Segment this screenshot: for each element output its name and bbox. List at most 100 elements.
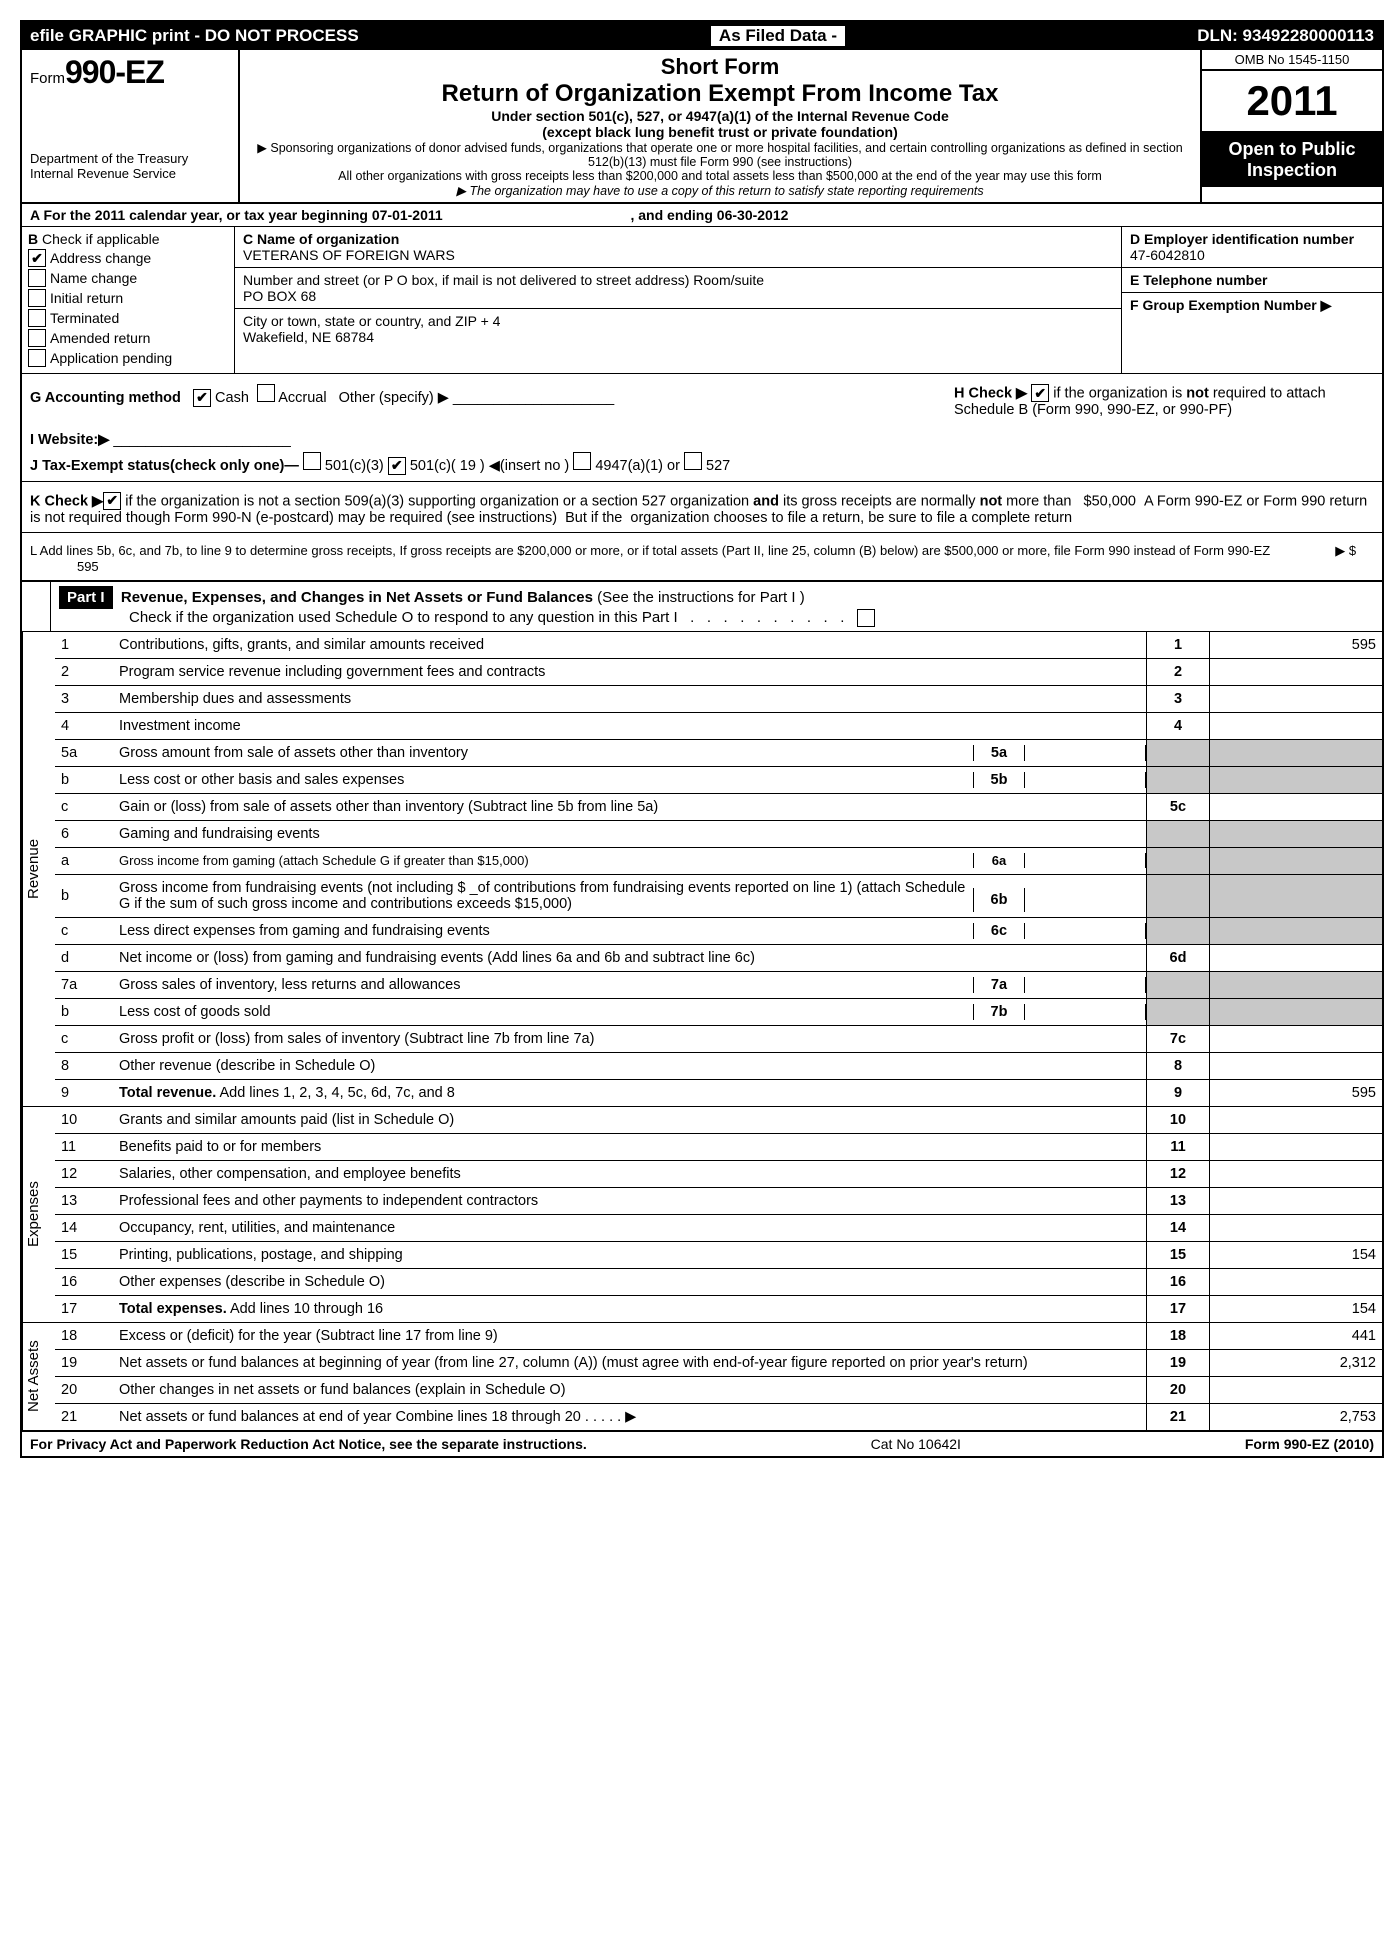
open-to-public: Open to Public Inspection bbox=[1202, 133, 1382, 187]
chk-cash[interactable]: ✔ bbox=[193, 389, 211, 407]
ln17-num: 17 bbox=[55, 1295, 113, 1322]
ln16-val bbox=[1210, 1268, 1383, 1295]
ln16-rn: 16 bbox=[1147, 1268, 1210, 1295]
chk-k[interactable]: ✔ bbox=[103, 492, 121, 510]
row-l: L Add lines 5b, 6c, and 7b, to line 9 to… bbox=[22, 533, 1382, 582]
chk-501c[interactable]: ✔ bbox=[388, 457, 406, 475]
ln5b-mini: 5b bbox=[973, 772, 1025, 788]
dept-treasury: Department of the Treasury bbox=[30, 151, 230, 166]
ln7c-rn: 7c bbox=[1147, 1025, 1210, 1052]
ln6c-mini: 6c bbox=[973, 923, 1025, 939]
ln6c-rn bbox=[1147, 917, 1210, 944]
ln3-num: 3 bbox=[55, 685, 113, 712]
ln5c-rn: 5c bbox=[1147, 793, 1210, 820]
ln10-num: 10 bbox=[55, 1107, 113, 1134]
ln6d-num: d bbox=[55, 944, 113, 971]
row-i: I Website:▶ ______________________ bbox=[30, 432, 1374, 448]
ln15-val: 154 bbox=[1210, 1241, 1383, 1268]
ln6a-text: Gross income from gaming (attach Schedul… bbox=[119, 853, 973, 868]
ln6-val bbox=[1210, 820, 1383, 847]
chk-amended[interactable] bbox=[28, 329, 46, 347]
revenue-side-label: Revenue bbox=[22, 632, 55, 1106]
efile-label: efile GRAPHIC print - DO NOT PROCESS bbox=[30, 26, 359, 46]
ln6b-text: Gross income from fundraising events (no… bbox=[119, 880, 973, 912]
ln6-rn bbox=[1147, 820, 1210, 847]
chk-app-pending[interactable] bbox=[28, 349, 46, 367]
open-line1: Open to Public bbox=[1228, 139, 1355, 159]
as-filed-label: As Filed Data - bbox=[711, 26, 845, 46]
label-org-name: C Name of organization bbox=[243, 231, 1113, 247]
ln6a-mini: 6a bbox=[973, 853, 1025, 868]
ln6-text: Gaming and fundraising events bbox=[113, 820, 1147, 847]
ln21-text: Net assets or fund balances at end of ye… bbox=[113, 1403, 1147, 1430]
row-k: K Check ▶✔ if the organization is not a … bbox=[22, 482, 1382, 533]
ln4-val bbox=[1210, 712, 1383, 739]
top-bar: efile GRAPHIC print - DO NOT PROCESS As … bbox=[22, 22, 1382, 50]
cash-label: Cash bbox=[215, 390, 249, 406]
ln7a-text: Gross sales of inventory, less returns a… bbox=[119, 977, 973, 993]
b-label: B bbox=[28, 231, 38, 247]
chk-initial-return[interactable] bbox=[28, 289, 46, 307]
ln1-val: 595 bbox=[1210, 632, 1383, 659]
ln9-num: 9 bbox=[55, 1079, 113, 1106]
ln21-rn: 21 bbox=[1147, 1403, 1210, 1430]
ln7b-minival bbox=[1025, 1004, 1146, 1020]
ln6b-val bbox=[1210, 874, 1383, 917]
row-a: A For the 2011 calendar year, or tax yea… bbox=[22, 204, 1382, 227]
chk-address-change[interactable]: ✔ bbox=[28, 249, 46, 267]
ln7c-val bbox=[1210, 1025, 1383, 1052]
accrual-label: Accrual bbox=[278, 390, 326, 406]
j-label: J Tax-Exempt status(check only one)— bbox=[30, 458, 299, 474]
ln6a-rn bbox=[1147, 847, 1210, 874]
header-note-1: ▶ Sponsoring organizations of donor advi… bbox=[246, 140, 1194, 169]
footer-right: Form 990-EZ (2010) bbox=[1245, 1436, 1374, 1452]
part1-header-row: Part I Revenue, Expenses, and Changes in… bbox=[22, 582, 1382, 632]
row-a-begin: A For the 2011 calendar year, or tax yea… bbox=[30, 207, 443, 223]
ln20-num: 20 bbox=[55, 1376, 113, 1403]
revenue-table: 1Contributions, gifts, grants, and simil… bbox=[55, 632, 1382, 1106]
ln7a-val bbox=[1210, 971, 1383, 998]
l-text: L Add lines 5b, 6c, and 7b, to line 9 to… bbox=[30, 543, 1270, 558]
ln3-text: Membership dues and assessments bbox=[113, 685, 1147, 712]
netassets-table: 18Excess or (deficit) for the year (Subt… bbox=[55, 1323, 1382, 1430]
header-right: OMB No 1545-1150 2011 Open to Public Ins… bbox=[1200, 50, 1382, 202]
ln12-text: Salaries, other compensation, and employ… bbox=[113, 1160, 1147, 1187]
ln12-val bbox=[1210, 1160, 1383, 1187]
omb-number: OMB No 1545-1150 bbox=[1202, 50, 1382, 71]
ln3-rn: 3 bbox=[1147, 685, 1210, 712]
ln7a-rn bbox=[1147, 971, 1210, 998]
chk-part1-schedo[interactable] bbox=[857, 609, 875, 627]
chk-h[interactable]: ✔ bbox=[1031, 384, 1049, 402]
org-name: VETERANS OF FOREIGN WARS bbox=[243, 247, 1113, 263]
ln7b-rn bbox=[1147, 998, 1210, 1025]
check-if-applicable: Check if applicable bbox=[42, 231, 160, 247]
chk-501c3[interactable] bbox=[303, 452, 321, 470]
ln2-val bbox=[1210, 658, 1383, 685]
ln16-num: 16 bbox=[55, 1268, 113, 1295]
chk-terminated[interactable] bbox=[28, 309, 46, 327]
chk-name-change[interactable] bbox=[28, 269, 46, 287]
part1-title-note: (See the instructions for Part I ) bbox=[597, 589, 805, 606]
revenue-section: Revenue 1Contributions, gifts, grants, a… bbox=[22, 632, 1382, 1106]
initial-return-label: Initial return bbox=[50, 290, 123, 306]
ln14-rn: 14 bbox=[1147, 1214, 1210, 1241]
ln7a-mini: 7a bbox=[973, 977, 1025, 993]
label-city: City or town, state or country, and ZIP … bbox=[243, 313, 1113, 329]
col-c: C Name of organization VETERANS OF FOREI… bbox=[235, 227, 1121, 373]
row-h: H Check ▶ ✔ if the organization is not r… bbox=[954, 384, 1374, 418]
chk-accrual[interactable] bbox=[257, 384, 275, 402]
ln8-num: 8 bbox=[55, 1052, 113, 1079]
ln6a-minival bbox=[1025, 853, 1146, 868]
ln5a-minival bbox=[1025, 745, 1146, 761]
ln5b-val bbox=[1210, 766, 1383, 793]
chk-4947[interactable] bbox=[573, 452, 591, 470]
chk-527[interactable] bbox=[684, 452, 702, 470]
ln12-num: 12 bbox=[55, 1160, 113, 1187]
row-j: J Tax-Exempt status(check only one)— 501… bbox=[30, 452, 1374, 475]
subtitle-2: (except black lung benefit trust or priv… bbox=[246, 124, 1194, 140]
ln5a-rn bbox=[1147, 739, 1210, 766]
terminated-label: Terminated bbox=[50, 310, 119, 326]
ln18-text: Excess or (deficit) for the year (Subtra… bbox=[113, 1323, 1147, 1350]
ln7b-text: Less cost of goods sold bbox=[119, 1004, 973, 1020]
ln6b-rn bbox=[1147, 874, 1210, 917]
